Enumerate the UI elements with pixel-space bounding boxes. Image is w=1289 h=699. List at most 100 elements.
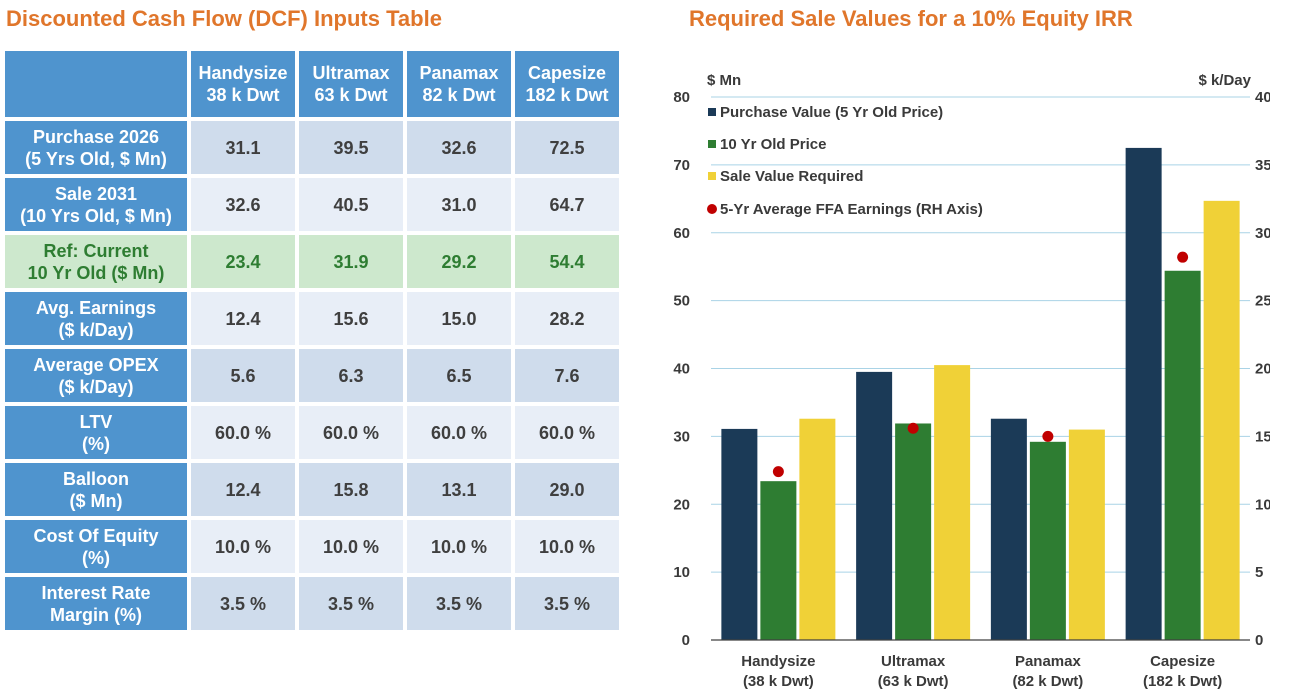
table-row: Cost Of Equity (%) 10.0 % 10.0 % 10.0 % 10.0 … [5, 520, 619, 573]
x-tick-label-line1: Handysize [741, 653, 815, 670]
table-cell: 39.5 [299, 121, 403, 174]
bar-10-yr-old-price [1029, 441, 1066, 640]
row-label-line2: ($ k/Day) [58, 376, 134, 397]
row-label: Avg. Earnings ($ k/Day) [5, 292, 187, 345]
table-cell: 15.6 [299, 292, 403, 345]
table-cell: 7.6 [515, 349, 619, 402]
table-cell: 5.6 [191, 349, 295, 402]
row-label-line2: ($ Mn) [69, 490, 123, 511]
x-tick-label-line2: (63 k Dwt) [878, 673, 949, 690]
bar-sale-value-required [934, 365, 971, 640]
legend-label: Purchase Value (5 Yr Old Price) [720, 104, 943, 121]
legend-marker [707, 204, 717, 214]
column-header-ultramax: Ultramax 63 k Dwt [299, 51, 403, 117]
legend-label: 10 Yr Old Price [720, 136, 826, 153]
ffa-earnings-point [1177, 251, 1189, 263]
column-header-line2: 38 k Dwt [206, 85, 280, 105]
legend-label: Sale Value Required [720, 168, 863, 185]
y2-tick-label: 15 [1255, 428, 1270, 445]
column-header-line1: Capesize [527, 63, 607, 83]
table-row: Sale 2031 (10 Yrs Old, $ Mn) 32.6 40.5 31.0 6… [5, 178, 619, 231]
table-cell: 3.5 % [191, 577, 295, 630]
y-tick-label: 70 [673, 157, 690, 174]
bar-sale-value-required [1068, 429, 1105, 640]
row-label-line2: 10 Yr Old ($ Mn) [27, 262, 165, 283]
bar-purchase-value [1125, 147, 1162, 640]
row-label-line2: ($ k/Day) [58, 319, 134, 340]
row-label-line1: Balloon [63, 468, 129, 489]
y-tick-label: 20 [673, 496, 690, 513]
bar-sale-value-required [1203, 200, 1240, 640]
table-cell: 13.1 [407, 463, 511, 516]
table-row: Interest Rate Margin (%) 3.5 % 3.5 % 3.5 % 3.… [5, 577, 619, 630]
x-tick-label-line2: (82 k Dwt) [1012, 673, 1083, 690]
row-label-line1: Interest Rate [41, 582, 151, 603]
table-cell: 12.4 [191, 463, 295, 516]
y-axis-label: $ Mn [707, 72, 741, 89]
table-cell: 15.0 [407, 292, 511, 345]
table-header-corner [5, 51, 187, 117]
table-cell: 54.4 [515, 235, 619, 288]
x-tick-label-line1: Panamax [1015, 653, 1082, 670]
bars [721, 147, 1240, 640]
table-cell: 60.0 % [515, 406, 619, 459]
table-cell: 10.0 % [299, 520, 403, 573]
y2-tick-label: 5 [1255, 564, 1263, 581]
column-header-line2: 82 k Dwt [422, 85, 496, 105]
bar-sale-value-required [799, 418, 836, 640]
dcf-inputs-table: Handysize 38 k Dwt Ultramax 63 k Dwt Panam… [1, 47, 623, 634]
row-label-line1: Ref: Current [43, 240, 149, 261]
table-row: Balloon ($ Mn) 12.4 15.8 13.1 29.0 [5, 463, 619, 516]
table-header-row: Handysize 38 k Dwt Ultramax 63 k Dwt Panam… [5, 51, 619, 117]
row-label-line2: (%) [82, 547, 110, 568]
ffa-earnings-point [772, 466, 784, 478]
row-label: Sale 2031 (10 Yrs Old, $ Mn) [5, 178, 187, 231]
x-tick-label-line2: (182 k Dwt) [1143, 673, 1222, 690]
table-cell: 6.5 [407, 349, 511, 402]
y-tick-label: 60 [673, 225, 690, 242]
legend-label: 5-Yr Average FFA Earnings (RH Axis) [720, 201, 983, 218]
table-cell: 29.2 [407, 235, 511, 288]
table-cell: 32.6 [407, 121, 511, 174]
y2-tick-label: 40 [1255, 89, 1270, 106]
column-header-panamax: Panamax 82 k Dwt [407, 51, 511, 117]
y2-tick-label: 25 [1255, 293, 1270, 310]
table-cell: 40.5 [299, 178, 403, 231]
table-cell: 60.0 % [191, 406, 295, 459]
row-label-line1: Purchase 2026 [32, 126, 160, 147]
axes: 0 0 10 5 20 10 30 15 40 20 50 25 60 30 70 35 80 40 $ Mn $ k… [673, 72, 1270, 690]
table-cell: 60.0 % [407, 406, 511, 459]
ffa-earnings-point [907, 422, 919, 434]
table-row: LTV (%) 60.0 % 60.0 % 60.0 % 60.0 % [5, 406, 619, 459]
table-cell: 31.9 [299, 235, 403, 288]
row-label-line2: (5 Yrs Old, $ Mn) [25, 148, 167, 169]
bar-10-yr-old-price [760, 481, 797, 640]
y2-axis-label: $ k/Day [1198, 72, 1251, 89]
row-label: Average OPEX ($ k/Day) [5, 349, 187, 402]
y2-tick-label: 30 [1255, 225, 1270, 242]
row-label-line1: Sale 2031 [54, 183, 138, 204]
table-cell: 31.1 [191, 121, 295, 174]
column-header-line2: 182 k Dwt [525, 85, 609, 105]
y2-tick-label: 0 [1255, 632, 1263, 649]
ffa-earnings-point [1042, 430, 1054, 442]
x-tick-label-line2: (38 k Dwt) [743, 673, 814, 690]
y-tick-label: 0 [682, 632, 690, 649]
row-label-line2: Margin (%) [50, 604, 142, 625]
table-row: Purchase 2026 (5 Yrs Old, $ Mn) 31.1 39.5 32… [5, 121, 619, 174]
table-cell: 72.5 [515, 121, 619, 174]
row-label-line1: Average OPEX [33, 354, 159, 375]
table-cell: 28.2 [515, 292, 619, 345]
row-label: Ref: Current 10 Yr Old ($ Mn) [5, 235, 187, 288]
bar-10-yr-old-price [1164, 270, 1201, 640]
table-cell: 3.5 % [299, 577, 403, 630]
required-sale-values-chart: 0 0 10 5 20 10 30 15 40 20 50 25 60 30 70 35 80 40 $ Mn $ k… [673, 72, 1270, 690]
row-label-line1: Cost Of Equity [33, 525, 159, 546]
row-label: LTV (%) [5, 406, 187, 459]
legend: Purchase Value (5 Yr Old Price) 10 Yr Old… [707, 104, 983, 218]
y-tick-label: 10 [673, 564, 690, 581]
table-cell: 64.7 [515, 178, 619, 231]
table-cell: 29.0 [515, 463, 619, 516]
table-cell: 10.0 % [515, 520, 619, 573]
y2-tick-label: 35 [1255, 157, 1270, 174]
